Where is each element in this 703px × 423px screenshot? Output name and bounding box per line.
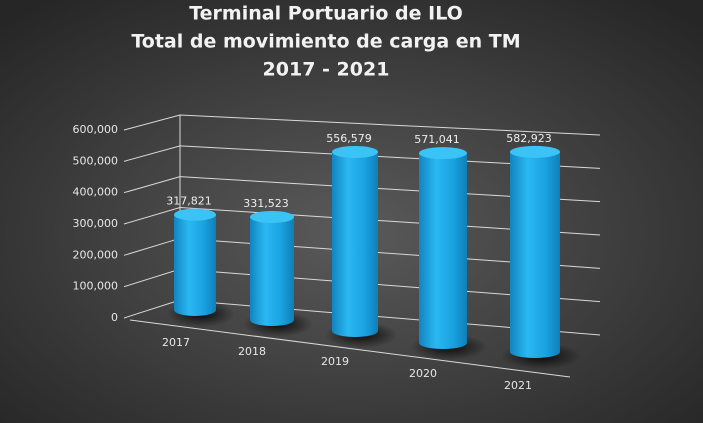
y-tick-label: 200,000 [73,248,119,261]
bar-top [250,210,294,223]
y-tick-label: 300,000 [73,217,119,230]
data-label: 331,523 [243,197,289,210]
y-tick-label: 500,000 [73,154,119,167]
bar [250,216,294,326]
chart-title: Total de movimiento de carga en TM [131,31,520,53]
bar [419,153,467,349]
bar-top [510,145,560,158]
x-tick-label: 2017 [162,336,190,349]
floor-edge [129,319,571,378]
chart-title: Terminal Portuario de ILO [189,3,463,25]
bar [510,151,560,358]
chart-title: 2017 - 2021 [263,59,390,81]
y-tick-label: 400,000 [73,186,119,199]
y-tick-label: 0 [111,311,118,324]
x-tick-label: 2020 [409,367,437,380]
data-label: 317,821 [166,195,212,208]
bar [174,214,216,316]
x-tick-label: 2019 [321,355,349,368]
data-label: 582,923 [506,132,552,145]
data-label: 571,041 [414,133,460,146]
data-label: 556,579 [326,132,372,145]
y-tick-label: 600,000 [73,123,119,136]
grid-line [123,114,601,136]
bar-top [419,147,467,160]
y-tick-label: 100,000 [73,280,119,293]
x-tick-label: 2021 [504,379,532,392]
x-tick-label: 2018 [238,345,266,358]
bar [332,151,378,337]
bar-top [174,208,216,221]
bar-top [332,145,378,158]
